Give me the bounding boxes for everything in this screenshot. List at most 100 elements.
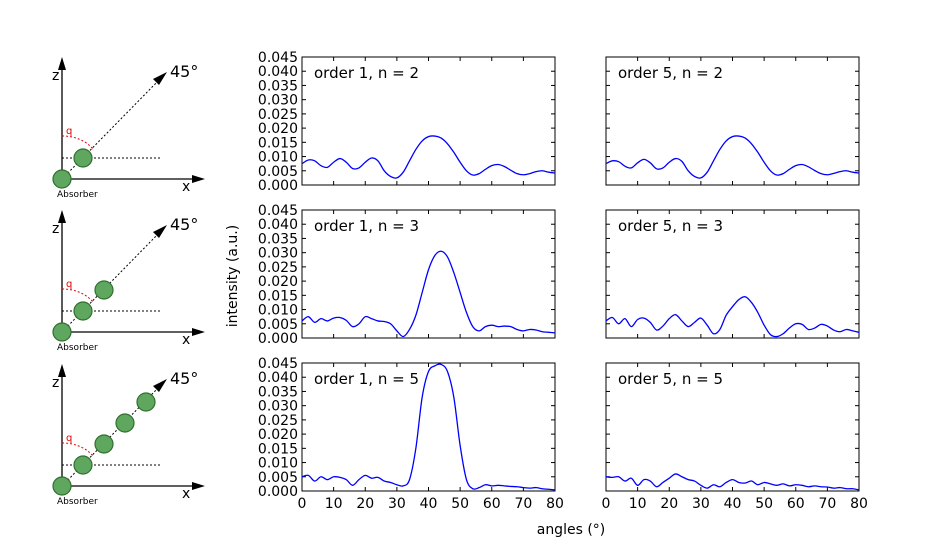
z-arrowhead <box>58 57 66 70</box>
x-tick-label: 80 <box>546 496 564 512</box>
panel-title: order 5, n = 3 <box>618 217 723 235</box>
y-tick-label: 0.030 <box>258 93 298 109</box>
panel-title: order 5, n = 2 <box>618 64 723 82</box>
absorber-atom <box>52 476 72 496</box>
y-tick-label: 0.015 <box>258 135 298 151</box>
x-tick-label: 80 <box>850 496 868 512</box>
y-tick-label: 0.035 <box>258 231 298 247</box>
x-tick-label: 0 <box>602 496 611 512</box>
panel-1: 0.0000.0050.0100.0150.0200.0250.0300.035… <box>258 50 556 194</box>
absorber-atom <box>52 322 72 342</box>
direction-arrowhead <box>153 379 167 392</box>
scatterer-atom <box>73 455 93 475</box>
x-tick-label: 50 <box>755 496 773 512</box>
y-tick-label: 0.020 <box>258 427 298 443</box>
z-label: z <box>52 375 59 391</box>
x-label: x <box>182 332 190 348</box>
x-tick-label: 30 <box>692 496 710 512</box>
x-tick-label: 10 <box>629 496 647 512</box>
series-line <box>605 296 860 338</box>
panel-6: 0 10 20 30 40 50 60 70 80 order 5, n = 5 <box>602 362 868 512</box>
angle-label: 45° <box>170 369 198 388</box>
y-tick-label: 0.015 <box>258 441 298 457</box>
panel-3: 0.0000.0050.0100.0150.0200.0250.0300.035… <box>258 203 556 347</box>
q-label: q <box>66 126 72 137</box>
y-tick-label: 0.040 <box>258 370 298 386</box>
scatterer-atom <box>115 413 135 433</box>
x-tick-label: 50 <box>451 496 469 512</box>
angle-arc <box>61 442 95 458</box>
x-tick-label: 10 <box>325 496 343 512</box>
panel-title: order 1, n = 5 <box>314 370 419 388</box>
y-tick-label: 0.025 <box>258 107 298 123</box>
scatterer-atom <box>73 148 93 168</box>
absorber-label: Absorber <box>57 190 98 200</box>
y-tick-label: 0.045 <box>258 50 298 66</box>
direction-arrowhead <box>153 72 167 85</box>
z-label: z <box>52 68 59 84</box>
x-tick-label: 70 <box>818 496 836 512</box>
y-tick-label: 0.035 <box>258 384 298 400</box>
series-line <box>301 363 556 491</box>
z-arrowhead <box>58 364 66 377</box>
panel-5: 0.0000.0050.0100.0150.0200.0250.0300.035… <box>258 356 564 512</box>
angle-arc <box>61 288 95 304</box>
direction-line <box>61 78 161 180</box>
x-tick-label: 30 <box>388 496 406 512</box>
x-tick-label: 60 <box>787 496 805 512</box>
absorber-label: Absorber <box>57 343 98 353</box>
series-line <box>301 135 556 179</box>
series-line <box>605 473 860 491</box>
y-tick-label: 0.000 <box>258 484 298 500</box>
x-arrowhead <box>192 328 205 336</box>
direction-line <box>61 231 161 333</box>
panel-4: order 5, n = 3 <box>605 209 860 339</box>
panel-title: order 1, n = 3 <box>314 217 419 235</box>
scatterer-atom <box>94 280 114 300</box>
angle-arc <box>61 135 95 151</box>
scatterer-atom <box>136 392 156 412</box>
absorber-atom <box>52 169 72 189</box>
absorber-label: Absorber <box>57 497 98 507</box>
plot-panels: 0.0000.0050.0100.0150.0200.0250.0300.035… <box>258 50 868 512</box>
y-tick-label: 0.005 <box>258 317 298 333</box>
z-label: z <box>52 221 59 237</box>
direction-arrowhead <box>153 225 167 238</box>
x-tick-label: 0 <box>298 496 307 512</box>
diagram-3: z x 45° q Absorber <box>52 364 205 507</box>
y-tick-label: 0.040 <box>258 217 298 233</box>
y-tick-label: 0.040 <box>258 64 298 80</box>
panel-title: order 1, n = 2 <box>314 64 419 82</box>
x-tick-label: 20 <box>356 496 374 512</box>
geometry-diagrams: z x 45° q Absorber z x 45° q Absorber z x 45° q Absorb… <box>52 57 205 507</box>
y-tick-label: 0.030 <box>258 399 298 415</box>
y-tick-label: 0.015 <box>258 288 298 304</box>
diagram-2: z x 45° q Absorber <box>52 210 205 353</box>
x-axis-label: angles (°) <box>537 522 606 538</box>
y-tick-label: 0.000 <box>258 331 298 347</box>
q-label: q <box>66 279 72 290</box>
y-tick-label: 0.035 <box>258 78 298 94</box>
y-axis-label: intensity (a.u.) <box>225 225 241 327</box>
x-tick-label: 20 <box>660 496 678 512</box>
y-tick-label: 0.010 <box>258 303 298 319</box>
panel-title: order 5, n = 5 <box>618 370 723 388</box>
y-tick-label: 0.045 <box>258 356 298 372</box>
x-arrowhead <box>192 175 205 183</box>
panel-2: order 5, n = 2 <box>605 56 860 186</box>
y-tick-label: 0.005 <box>258 164 298 180</box>
diagram-1: z x 45° q Absorber <box>52 57 205 200</box>
series-line <box>301 250 556 338</box>
series-line <box>605 135 860 179</box>
y-tick-label: 0.005 <box>258 470 298 486</box>
angle-label: 45° <box>170 215 198 234</box>
angle-label: 45° <box>170 62 198 81</box>
q-label: q <box>66 433 72 444</box>
x-tick-label: 40 <box>420 496 438 512</box>
y-tick-label: 0.020 <box>258 274 298 290</box>
scatterer-atom <box>73 301 93 321</box>
scatterer-atom <box>94 434 114 454</box>
y-tick-label: 0.010 <box>258 150 298 166</box>
z-arrowhead <box>58 210 66 223</box>
